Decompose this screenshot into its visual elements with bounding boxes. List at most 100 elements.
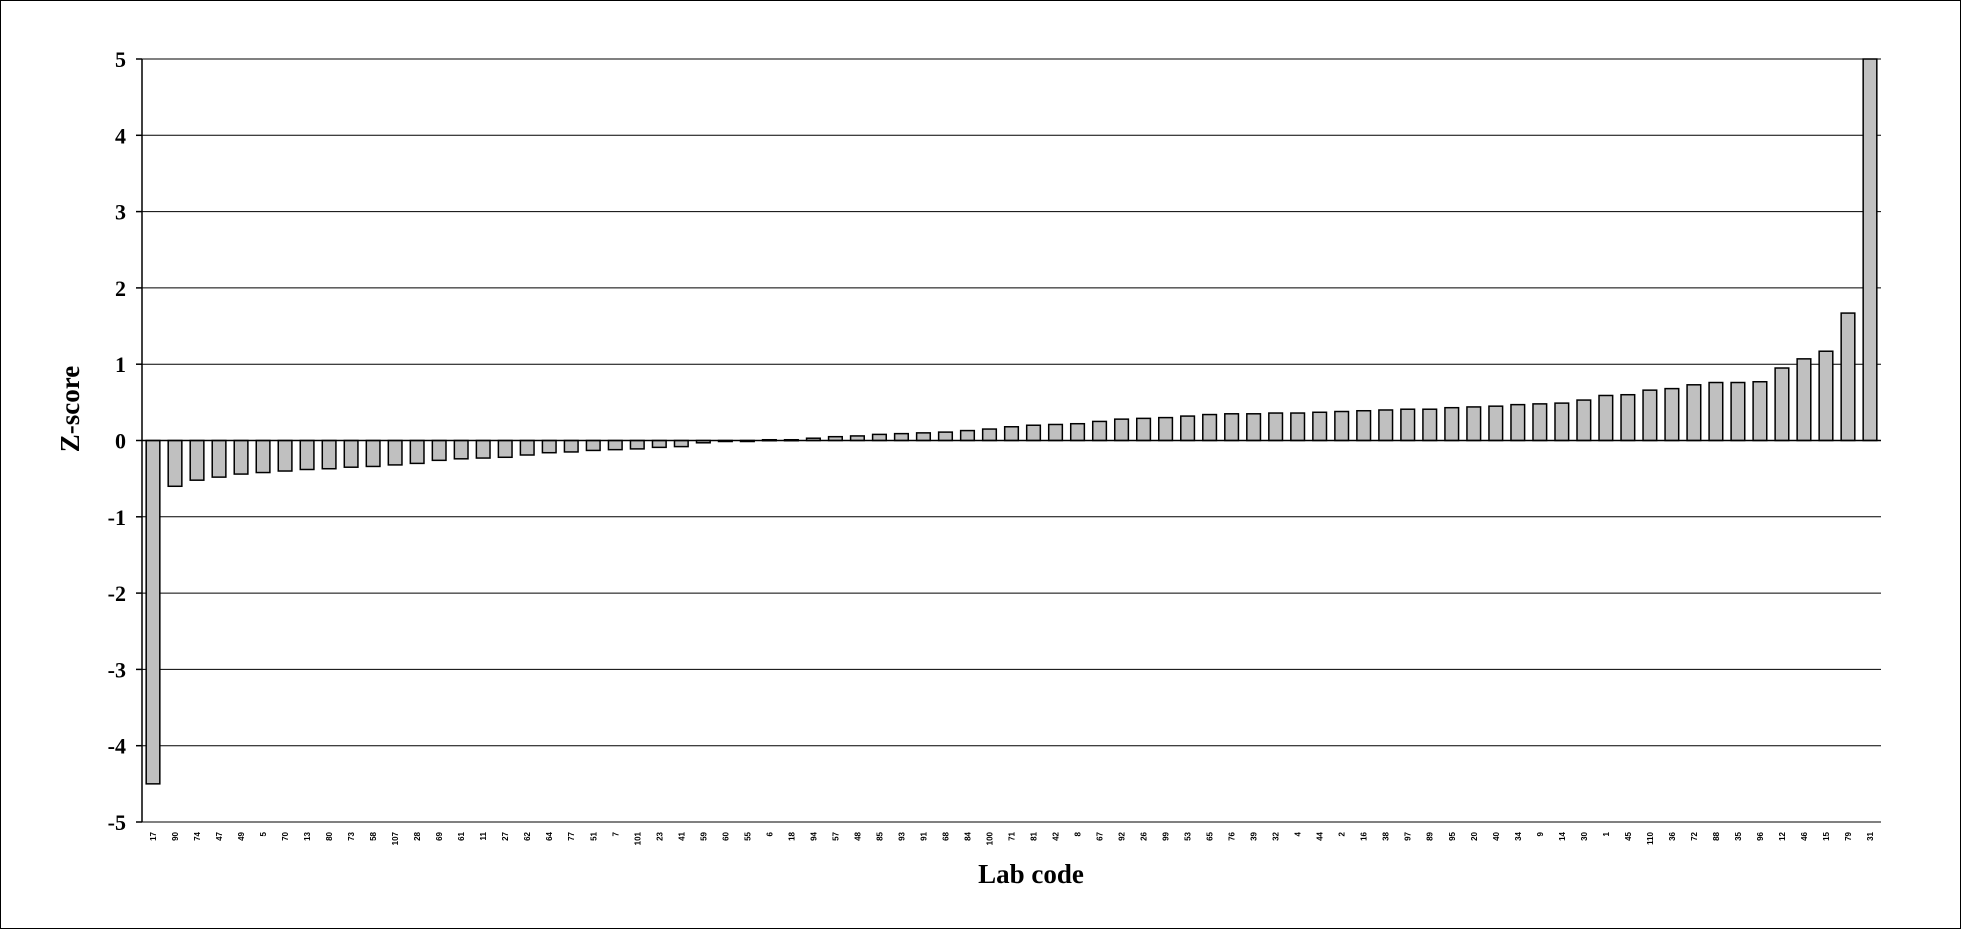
bar: [959, 429, 976, 442]
x-tick-label: 27: [501, 831, 510, 840]
y-tick-label: 5: [115, 47, 126, 72]
bar: [1818, 350, 1834, 442]
x-tick-label: 59: [699, 831, 708, 840]
bar: [255, 439, 271, 474]
bar: [1444, 406, 1460, 442]
bar: [871, 433, 887, 442]
x-tick-label: 9: [1536, 831, 1545, 836]
x-tick-label: 80: [325, 831, 334, 840]
x-tick-label: 91: [919, 831, 928, 840]
x-tick-label: 23: [655, 831, 664, 840]
x-tick-label: 36: [1668, 831, 1677, 840]
x-tick-label: 95: [1448, 831, 1457, 840]
bar: [189, 439, 205, 481]
y-tick-label: -5: [108, 810, 126, 835]
bar: [1312, 411, 1328, 442]
y-tick-label: -2: [108, 581, 126, 606]
x-tick-label: 31: [1866, 831, 1875, 840]
x-tick-label: 40: [1492, 831, 1501, 840]
x-tick-label: 65: [1206, 831, 1215, 840]
bar: [563, 439, 579, 453]
bar: [321, 439, 337, 470]
x-tick-label: 14: [1558, 831, 1567, 840]
bar: [981, 428, 998, 442]
bar: [1752, 380, 1768, 442]
bar: [1796, 358, 1812, 442]
bar: [1047, 423, 1064, 442]
bar: [541, 439, 557, 454]
x-tick-label: 49: [237, 831, 246, 840]
y-tick-label: -1: [108, 505, 126, 530]
bar: [1664, 387, 1680, 442]
x-tick-label: 44: [1316, 831, 1325, 840]
axes: [136, 58, 1881, 823]
x-tick-label: 93: [897, 831, 906, 840]
x-tick-label: 89: [1426, 831, 1435, 840]
bar: [651, 439, 667, 449]
bar: [1400, 408, 1416, 442]
bar: [1598, 394, 1614, 442]
bar: [1290, 412, 1306, 442]
y-tick-label: 2: [115, 276, 126, 301]
x-tick-label: 92: [1118, 831, 1127, 840]
bar: [1246, 413, 1262, 442]
bar: [1862, 58, 1878, 442]
x-tick-label: 90: [171, 831, 180, 840]
x-tick-label: 18: [787, 831, 796, 840]
bar: [1642, 389, 1658, 442]
x-tick-label: 39: [1250, 831, 1259, 840]
x-tick-label: 99: [1162, 831, 1171, 840]
x-tick-label: 45: [1624, 831, 1633, 840]
y-tick-label: 0: [115, 429, 126, 454]
x-tick-label: 101: [633, 831, 642, 845]
bar: [453, 439, 469, 460]
bar: [1466, 406, 1482, 442]
bar: [607, 439, 623, 451]
bar: [497, 439, 513, 459]
bar: [409, 439, 425, 465]
bar: [1356, 409, 1372, 442]
x-tick-label: 71: [1008, 831, 1017, 840]
x-tick-label: 17: [149, 831, 158, 840]
x-tick-labels: 17 90 74 47 49 5 70 13 80 73 58 107 28 69 61 11 27 62 64 77…: [149, 831, 1875, 845]
bar: [1510, 403, 1526, 442]
bar: [937, 431, 954, 442]
bar: [233, 439, 249, 475]
bar: [1180, 415, 1196, 442]
x-tick-label: 8: [1074, 831, 1083, 836]
x-tick-label: 30: [1580, 831, 1589, 840]
x-tick-label: 88: [1712, 831, 1721, 840]
bar: [1069, 422, 1086, 442]
x-tick-label: 64: [545, 831, 554, 840]
x-tick-label: 12: [1778, 831, 1787, 840]
x-tick-label: 1: [1602, 831, 1611, 836]
x-tick-label: 69: [435, 831, 444, 840]
bar: [1334, 410, 1350, 442]
x-tick-label: 32: [1272, 831, 1281, 840]
x-tick-label: 35: [1734, 831, 1743, 840]
x-tick-label: 70: [281, 831, 290, 840]
bar: [1620, 393, 1636, 442]
x-tick-label: 28: [413, 831, 422, 840]
x-tick-label: 94: [809, 831, 818, 840]
y-tick-label: 1: [115, 352, 126, 377]
bars: [145, 58, 1878, 785]
y-tick-label: 3: [115, 200, 126, 225]
x-tick-label: 67: [1096, 831, 1105, 840]
bar: [431, 439, 447, 462]
bar: [1554, 402, 1570, 442]
x-tick-label: 79: [1844, 831, 1853, 840]
x-tick-label: 48: [853, 831, 862, 840]
x-tick-label: 41: [677, 831, 686, 840]
bar: [1576, 399, 1592, 442]
x-tick-label: 85: [875, 831, 884, 840]
x-tick-label: 13: [303, 831, 312, 840]
bar: [1686, 384, 1702, 442]
x-tick-label: 62: [523, 831, 532, 840]
bar: [629, 439, 645, 450]
bar: [1708, 381, 1724, 442]
x-tick-label: 72: [1690, 831, 1699, 840]
x-axis-title: Lab code: [978, 859, 1084, 889]
